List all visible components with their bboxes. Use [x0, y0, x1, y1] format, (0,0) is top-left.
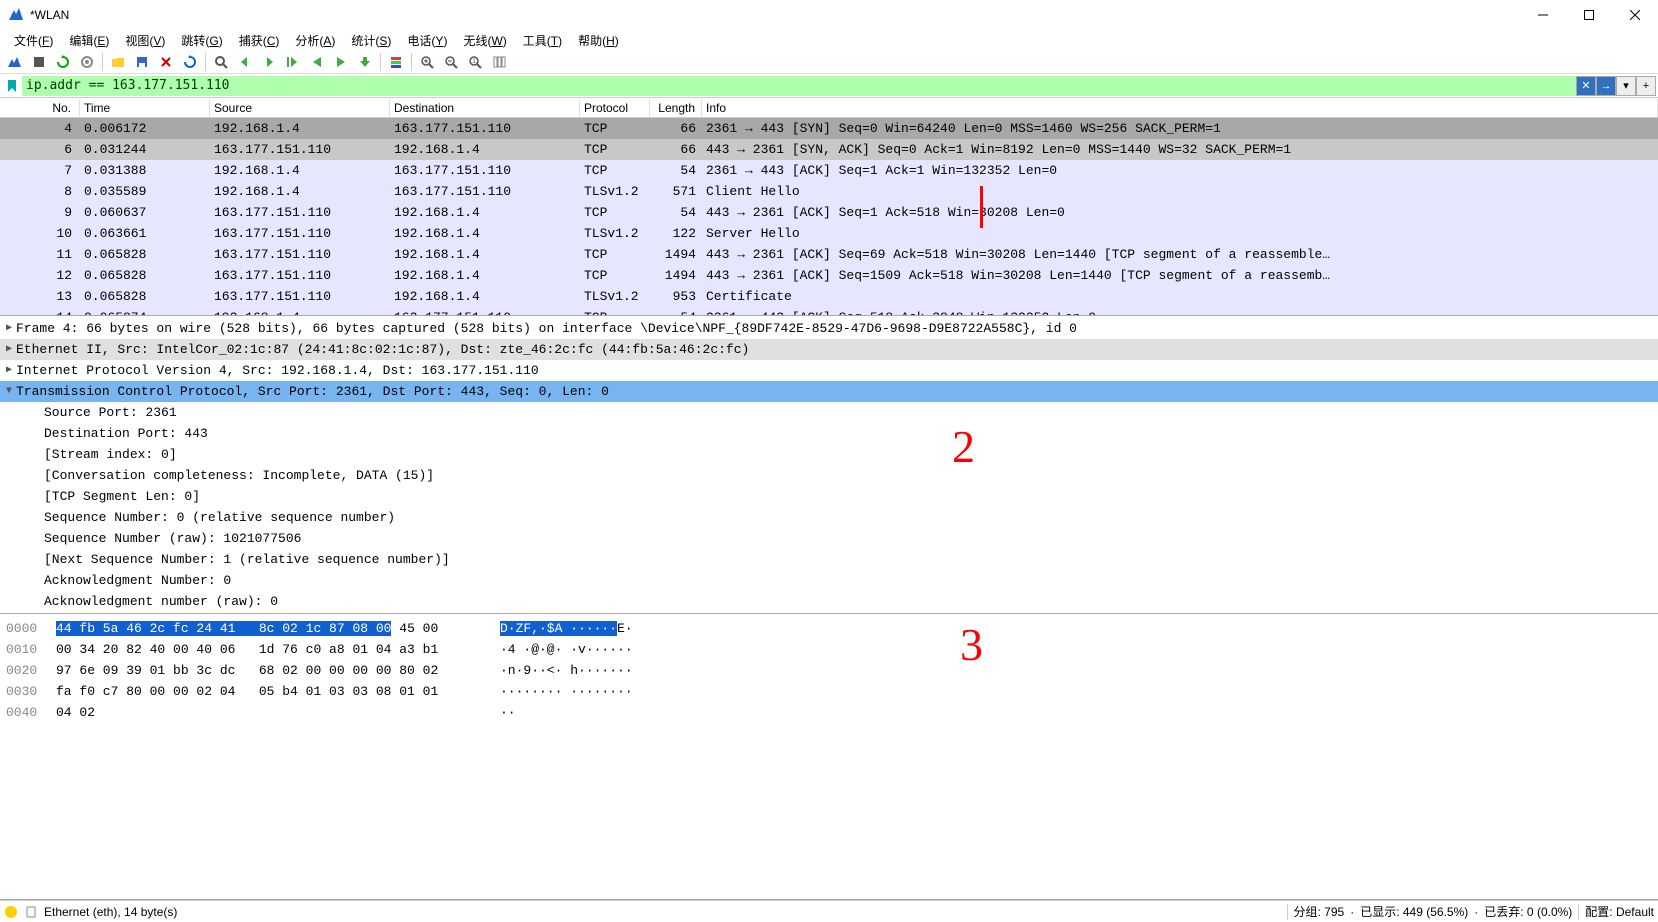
- tree-row[interactable]: [Stream index: 0]: [0, 444, 1658, 465]
- byte-row[interactable]: 004004 02··: [0, 702, 1658, 723]
- packet-row[interactable]: 60.031244163.177.151.110192.168.1.4TCP66…: [0, 139, 1658, 160]
- packet-list-header[interactable]: No. Time Source Destination Protocol Len…: [0, 98, 1658, 118]
- menu-bar: 文件(F)编辑(E)视图(V)跳转(G)捕获(C)分析(A)统计(S)电话(Y)…: [0, 30, 1658, 50]
- auto-scroll-icon[interactable]: [354, 51, 376, 73]
- tree-row[interactable]: [Next Sequence Number: 1 (relative seque…: [0, 549, 1658, 570]
- packet-bytes-pane[interactable]: 3 000044 fb 5a 46 2c fc 24 41 8c 02 1c 8…: [0, 614, 1658, 900]
- status-packets: 分组: 795: [1294, 903, 1345, 920]
- recent-filters-icon[interactable]: ▾: [1616, 76, 1636, 96]
- capture-options-icon[interactable]: [76, 51, 98, 73]
- zoom-reset-icon[interactable]: 1: [464, 51, 486, 73]
- filter-bar: ✕ → ▾ +: [0, 74, 1658, 98]
- packet-list-pane[interactable]: No. Time Source Destination Protocol Len…: [0, 98, 1658, 316]
- stop-capture-icon[interactable]: [28, 51, 50, 73]
- maximize-button[interactable]: [1566, 0, 1612, 30]
- app-icon: [8, 7, 24, 23]
- menu-v[interactable]: 视图(V): [117, 30, 173, 51]
- tree-row[interactable]: Source Port: 2361: [0, 402, 1658, 423]
- tree-row[interactable]: Sequence Number (raw): 1021077506: [0, 528, 1658, 549]
- zoom-in-icon[interactable]: [416, 51, 438, 73]
- status-bar: Ethernet (eth), 14 byte(s) 分组: 795 · 已显示…: [0, 900, 1658, 922]
- toolbar: 1: [0, 50, 1658, 74]
- window-title: *WLAN: [30, 8, 1520, 22]
- packet-row[interactable]: 80.035589192.168.1.4163.177.151.110TLSv1…: [0, 181, 1658, 202]
- open-file-icon[interactable]: [107, 51, 129, 73]
- menu-w[interactable]: 无线(W): [455, 30, 514, 51]
- col-header-source[interactable]: Source: [210, 99, 390, 117]
- menu-f[interactable]: 文件(F): [6, 30, 61, 51]
- status-left-text: Ethernet (eth), 14 byte(s): [44, 905, 177, 919]
- tree-row[interactable]: ▶Internet Protocol Version 4, Src: 192.1…: [0, 360, 1658, 381]
- byte-row[interactable]: 000044 fb 5a 46 2c fc 24 41 8c 02 1c 87 …: [0, 618, 1658, 639]
- packet-row[interactable]: 110.065828163.177.151.110192.168.1.4TCP1…: [0, 244, 1658, 265]
- packet-row[interactable]: 140.065874192.168.1.4163.177.151.110TCP5…: [0, 307, 1658, 316]
- col-header-no[interactable]: No.: [0, 99, 80, 117]
- bookmark-filter-icon[interactable]: [2, 76, 22, 96]
- menu-a[interactable]: 分析(A): [287, 30, 343, 51]
- display-filter-input[interactable]: [22, 76, 1576, 96]
- packet-row[interactable]: 70.031388192.168.1.4163.177.151.110TCP54…: [0, 160, 1658, 181]
- menu-s[interactable]: 统计(S): [343, 30, 399, 51]
- save-file-icon[interactable]: [131, 51, 153, 73]
- close-file-icon[interactable]: [155, 51, 177, 73]
- packet-row[interactable]: 100.063661163.177.151.110192.168.1.4TLSv…: [0, 223, 1658, 244]
- apply-filter-icon[interactable]: →: [1596, 76, 1616, 96]
- col-header-protocol[interactable]: Protocol: [580, 99, 650, 117]
- capture-file-icon[interactable]: [24, 905, 38, 919]
- packet-row[interactable]: 90.060637163.177.151.110192.168.1.4TCP54…: [0, 202, 1658, 223]
- byte-row[interactable]: 001000 34 20 82 40 00 40 06 1d 76 c0 a8 …: [0, 639, 1658, 660]
- colorize-icon[interactable]: [385, 51, 407, 73]
- clear-filter-icon[interactable]: ✕: [1576, 76, 1596, 96]
- status-profile[interactable]: 配置: Default: [1585, 903, 1654, 920]
- menu-g[interactable]: 跳转(G): [173, 30, 230, 51]
- col-header-destination[interactable]: Destination: [390, 99, 580, 117]
- menu-y[interactable]: 电话(Y): [399, 30, 455, 51]
- col-header-time[interactable]: Time: [80, 99, 210, 117]
- find-icon[interactable]: [210, 51, 232, 73]
- menu-e[interactable]: 编辑(E): [61, 30, 117, 51]
- go-first-icon[interactable]: [306, 51, 328, 73]
- menu-h[interactable]: 帮助(H): [570, 30, 627, 51]
- resize-columns-icon[interactable]: [488, 51, 510, 73]
- tree-row[interactable]: ▶Frame 4: 66 bytes on wire (528 bits), 6…: [0, 318, 1658, 339]
- status-dropped: 已丢弃: 0 (0.0%): [1484, 903, 1572, 920]
- byte-row[interactable]: 0030fa f0 c7 80 00 00 02 04 05 b4 01 03 …: [0, 681, 1658, 702]
- expert-info-icon[interactable]: [4, 905, 18, 919]
- status-dot: ·: [1474, 905, 1478, 919]
- start-capture-icon[interactable]: [4, 51, 26, 73]
- tree-row[interactable]: Acknowledgment Number: 0: [0, 570, 1658, 591]
- tree-row[interactable]: ▶Ethernet II, Src: IntelCor_02:1c:87 (24…: [0, 339, 1658, 360]
- go-back-icon[interactable]: [234, 51, 256, 73]
- byte-row[interactable]: 002097 6e 09 39 01 bb 3c dc 68 02 00 00 …: [0, 660, 1658, 681]
- go-last-icon[interactable]: [330, 51, 352, 73]
- reload-icon[interactable]: [179, 51, 201, 73]
- restart-capture-icon[interactable]: [52, 51, 74, 73]
- tree-row[interactable]: Sequence Number: 0 (relative sequence nu…: [0, 507, 1658, 528]
- tree-row[interactable]: Acknowledgment number (raw): 0: [0, 591, 1658, 612]
- zoom-out-icon[interactable]: [440, 51, 462, 73]
- tree-row[interactable]: Destination Port: 443: [0, 423, 1658, 444]
- title-bar: *WLAN: [0, 0, 1658, 30]
- col-header-info[interactable]: Info: [702, 99, 1658, 117]
- packet-row[interactable]: 40.006172192.168.1.4163.177.151.110TCP66…: [0, 118, 1658, 139]
- menu-t[interactable]: 工具(T): [515, 30, 570, 51]
- go-to-packet-icon[interactable]: [282, 51, 304, 73]
- packet-row[interactable]: 120.065828163.177.151.110192.168.1.4TCP1…: [0, 265, 1658, 286]
- packet-row[interactable]: 130.065828163.177.151.110192.168.1.4TLSv…: [0, 286, 1658, 307]
- go-forward-icon[interactable]: [258, 51, 280, 73]
- col-header-length[interactable]: Length: [650, 99, 702, 117]
- tree-row[interactable]: [TCP Segment Len: 0]: [0, 486, 1658, 507]
- add-filter-button[interactable]: +: [1636, 76, 1656, 96]
- minimize-button[interactable]: [1520, 0, 1566, 30]
- status-dot: ·: [1350, 905, 1354, 919]
- close-button[interactable]: [1612, 0, 1658, 30]
- packet-details-pane[interactable]: 2 ▶Frame 4: 66 bytes on wire (528 bits),…: [0, 316, 1658, 614]
- tree-row[interactable]: [Conversation completeness: Incomplete, …: [0, 465, 1658, 486]
- menu-c[interactable]: 捕获(C): [231, 30, 288, 51]
- status-displayed: 已显示: 449 (56.5%): [1360, 903, 1468, 920]
- tree-row[interactable]: ▼Transmission Control Protocol, Src Port…: [0, 381, 1658, 402]
